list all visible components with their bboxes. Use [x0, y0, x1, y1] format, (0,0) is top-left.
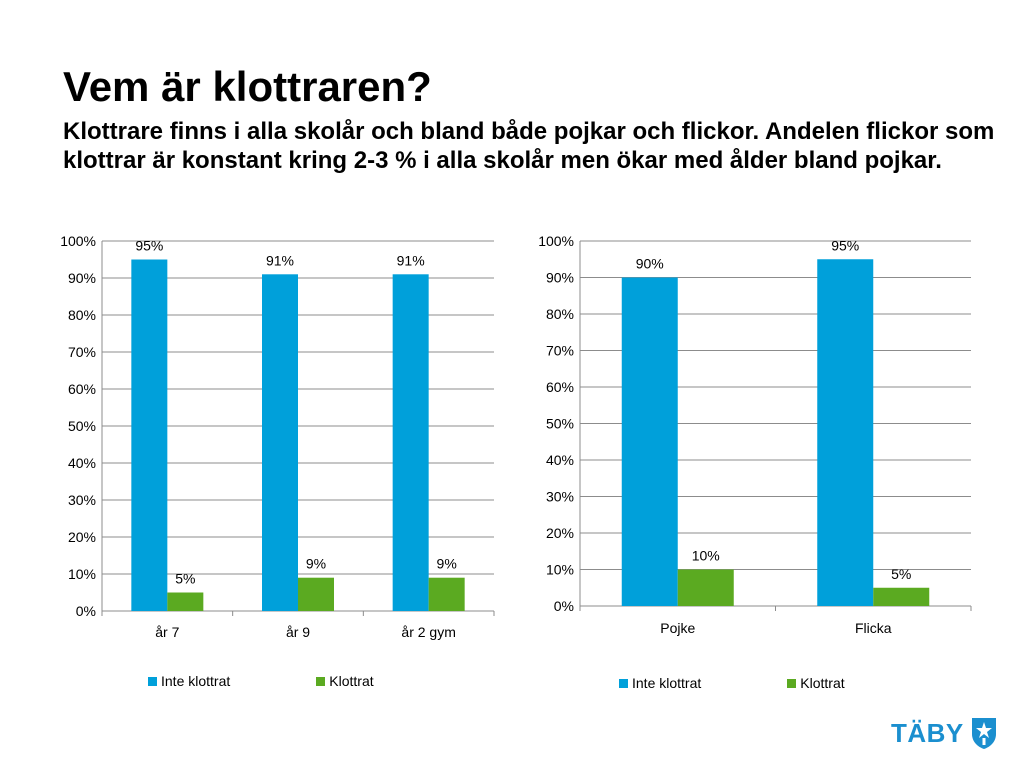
bar [817, 259, 874, 606]
data-label: 91% [266, 252, 294, 268]
bar [677, 569, 734, 606]
y-tick-label: 10% [68, 566, 96, 582]
y-tick-label: 20% [546, 525, 574, 541]
legend-swatch-klottrat [316, 676, 326, 686]
bar [621, 277, 678, 606]
chart-by-gender-svg: 0% 10% 20% 30% 40% 50% 60% 70% 80% 90% 100% Pojke 90… [538, 233, 972, 636]
data-label: 90% [636, 256, 664, 272]
legend-label-klottrat: Klottrat [800, 675, 845, 691]
y-tick-label: 40% [68, 455, 96, 471]
category-label: Flicka [855, 620, 892, 636]
y-tick-label: 70% [68, 344, 96, 360]
data-label: 9% [306, 556, 326, 572]
legend-swatch-inte-klottrat [619, 678, 628, 688]
bar [262, 274, 298, 611]
data-label: 10% [692, 548, 720, 564]
y-tick-label: 30% [68, 492, 96, 508]
category-label: år 9 [286, 624, 310, 640]
chart-by-school-year-svg: 0% 10% 20% 30% 40% 50% 60% 70% 80% 90% 100% år 7 95%… [60, 233, 495, 640]
y-tick-label: 60% [68, 381, 96, 397]
chart-by-school-year: 0% 10% 20% 30% 40% 50% 60% 70% 80% 90% 100% år 7 95%… [40, 225, 510, 695]
y-tick-label: 80% [68, 307, 96, 323]
legend-label-inte-klottrat: Inte klottrat [632, 675, 702, 691]
y-tick-label: 50% [546, 416, 574, 432]
y-tick-label: 90% [546, 270, 574, 286]
legend-label-inte-klottrat: Inte klottrat [161, 673, 231, 689]
y-tick-label: 0% [76, 603, 96, 619]
bar [298, 577, 334, 611]
bar [167, 592, 204, 611]
category-label: år 7 [155, 624, 179, 640]
y-tick-label: 10% [546, 562, 574, 578]
y-tick-label: 80% [546, 306, 574, 322]
y-tick-label: 60% [546, 379, 574, 395]
y-tick-label: 20% [68, 529, 96, 545]
data-label: 9% [437, 556, 457, 572]
legend-swatch-klottrat [787, 678, 797, 688]
y-tick-label: 30% [546, 489, 574, 505]
bar [428, 577, 465, 611]
slide-title: Vem är klottraren? [63, 63, 432, 110]
y-tick-label: 50% [68, 418, 96, 434]
slide-subtitle: Klottrare finns i alla skolår och bland … [63, 118, 995, 174]
legend-swatch-inte-klottrat [148, 676, 157, 686]
bar [873, 587, 930, 606]
category-label: år 2 gym [401, 624, 455, 640]
chart-by-gender: 0% 10% 20% 30% 40% 50% 60% 70% 80% 90% 100% Pojke 90… [505, 225, 995, 695]
legend-label-klottrat: Klottrat [329, 673, 374, 689]
y-tick-label: 40% [546, 452, 574, 468]
data-label: 5% [891, 566, 911, 582]
y-tick-label: 100% [538, 233, 574, 249]
data-label: 95% [831, 237, 859, 253]
logo-text: TÄBY [891, 717, 964, 748]
taby-logo: TÄBY [891, 716, 998, 750]
legend-item-inte-klottrat: Inte klottrat [619, 675, 701, 691]
legend-item-klottrat: Klottrat [787, 675, 845, 691]
y-tick-label: 70% [546, 343, 574, 359]
data-label: 5% [175, 571, 195, 587]
legend-item-inte-klottrat: Inte klottrat [148, 673, 230, 689]
bar [392, 274, 429, 611]
data-label: 95% [135, 238, 163, 254]
y-tick-label: 0% [554, 598, 574, 614]
taby-crest-icon [971, 718, 996, 749]
y-tick-label: 90% [68, 270, 96, 286]
category-label: Pojke [660, 620, 695, 636]
legend-item-klottrat: Klottrat [316, 673, 374, 689]
legend-school-year: Inte klottrat Klottrat [148, 673, 374, 689]
y-tick-label: 100% [60, 233, 96, 249]
bar [131, 259, 168, 611]
legend-gender: Inte klottrat Klottrat [619, 675, 845, 691]
data-label: 91% [397, 252, 425, 268]
